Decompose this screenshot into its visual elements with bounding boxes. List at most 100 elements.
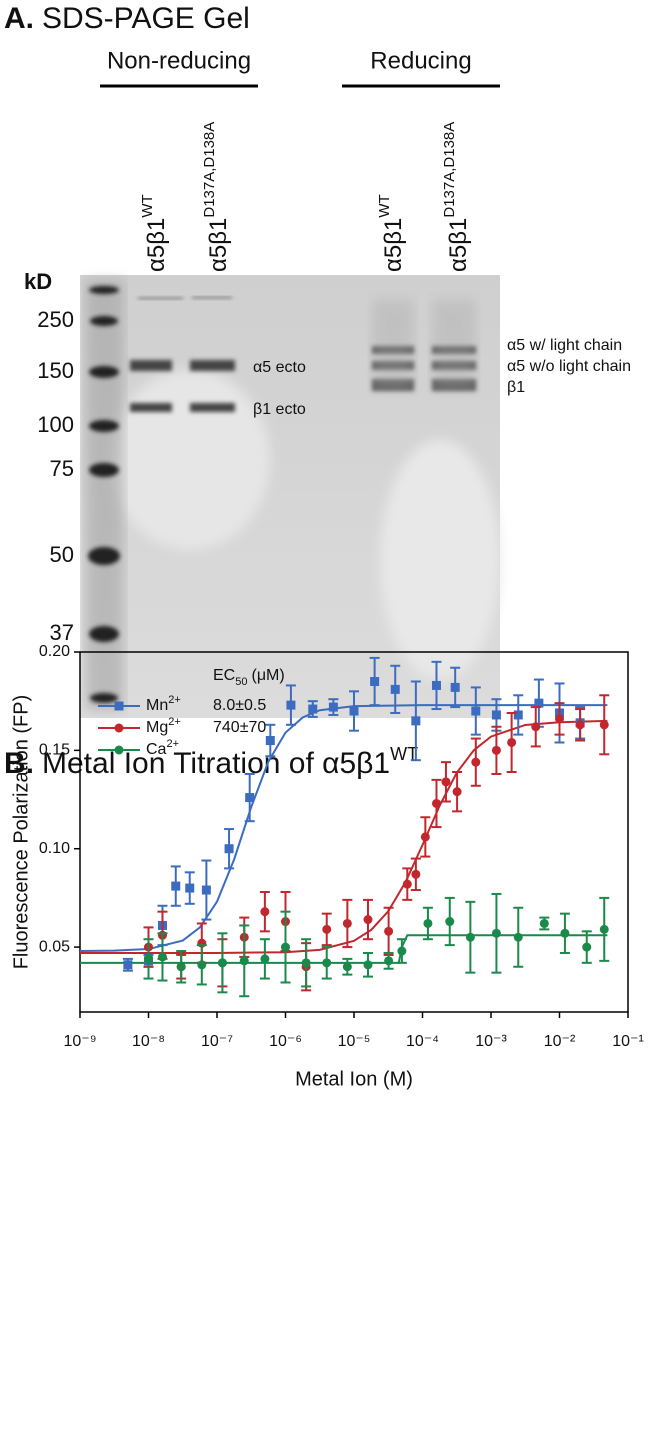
x-tick-label: 10⁻⁷ <box>201 1033 233 1050</box>
x-tick-label: 10⁻² <box>544 1033 576 1050</box>
lane-name: α5β1 <box>380 218 407 272</box>
data-point <box>265 736 275 746</box>
lane-name: α5β1 <box>445 218 472 272</box>
chart-title: Metal Ion Titration of α5β1 <box>42 747 390 780</box>
data-point <box>599 720 609 730</box>
data-point <box>599 924 609 934</box>
data-point <box>217 958 227 968</box>
data-point <box>328 702 338 712</box>
y-tick-label: 0.10 <box>39 840 70 857</box>
data-point <box>491 745 501 755</box>
x-tick-label: 10⁻⁸ <box>132 1033 165 1050</box>
panel-label: B. <box>4 747 34 780</box>
legend-charge: 2+ <box>168 694 181 706</box>
x-axis-title: Metal Ion (M) <box>295 1068 413 1090</box>
panel-label: A. <box>4 2 34 35</box>
data-point <box>471 757 481 767</box>
data-point <box>411 716 421 726</box>
data-point <box>531 722 541 732</box>
data-point <box>431 680 441 690</box>
lane-superscript: WT <box>376 194 393 217</box>
data-point <box>342 962 352 972</box>
data-point <box>301 958 311 968</box>
band-label: α5 w/o light chain <box>507 358 631 375</box>
data-point <box>260 907 270 917</box>
data-point <box>491 710 501 720</box>
kd-marker: 250 <box>37 307 74 332</box>
lane-label: α5β1D137A,D138A <box>201 122 232 272</box>
y-tick-label: 0.15 <box>39 742 70 759</box>
lane-name: α5β1 <box>143 218 170 272</box>
legend-charge: 2+ <box>168 716 181 728</box>
kd-marker: 150 <box>37 358 74 383</box>
data-point <box>322 958 332 968</box>
legend-name: Ca <box>146 741 167 758</box>
data-point <box>384 956 394 966</box>
data-point <box>363 960 373 970</box>
group-label: Non-reducing <box>107 47 251 74</box>
kd-marker: 75 <box>50 456 74 481</box>
data-point <box>224 844 234 854</box>
lane-name: α5β1 <box>205 218 232 272</box>
legend-name: Mn <box>146 697 168 714</box>
data-point <box>513 932 523 942</box>
data-point <box>239 956 249 966</box>
y-axis-title: Fluorescence Polarization (FP) <box>10 695 32 970</box>
legend-swatch-marker <box>114 701 124 711</box>
data-point <box>513 710 523 720</box>
data-point <box>171 881 181 891</box>
data-point <box>245 793 255 803</box>
data-point <box>201 885 211 895</box>
x-tick-label: 10⁻⁵ <box>338 1033 371 1050</box>
gel-image <box>80 275 500 718</box>
data-point <box>197 960 207 970</box>
x-tick-label: 10⁻⁹ <box>63 1033 96 1050</box>
data-point <box>402 879 412 889</box>
legend-name: Mg <box>146 719 168 736</box>
kd-marker: 100 <box>37 412 74 437</box>
data-point <box>322 924 332 934</box>
x-tick-label: 10⁻⁶ <box>269 1033 302 1050</box>
group-label: Reducing <box>370 47 471 74</box>
lane-label: α5β1WT <box>376 194 407 272</box>
fit-curve <box>80 719 608 954</box>
panel-a-heading: A. SDS-PAGE Gel <box>4 2 250 35</box>
data-point <box>123 960 133 970</box>
data-point <box>534 698 544 708</box>
data-point <box>423 918 433 928</box>
y-tick-label: 0.20 <box>39 643 70 660</box>
data-point <box>450 682 460 692</box>
data-point <box>420 832 430 842</box>
data-point <box>560 928 570 938</box>
data-point <box>363 915 373 925</box>
data-point <box>384 926 394 936</box>
data-point <box>452 787 462 797</box>
data-point <box>441 777 451 787</box>
data-point <box>555 714 564 724</box>
legend-swatch-marker <box>114 745 124 755</box>
data-point <box>411 869 421 879</box>
band-label: β1 ecto <box>253 401 306 418</box>
chart-title-superscript: WT <box>390 744 418 764</box>
data-point <box>431 798 441 808</box>
data-point <box>507 737 517 747</box>
data-point <box>582 942 592 952</box>
data-point <box>281 942 290 952</box>
data-point <box>397 946 407 956</box>
data-point <box>445 917 455 927</box>
data-point <box>286 700 296 710</box>
legend-entry: Mg2+ <box>146 716 181 736</box>
data-point <box>390 684 400 694</box>
legend-title-text: EC <box>213 667 235 684</box>
data-point <box>370 677 380 687</box>
kd-marker: 50 <box>50 542 74 567</box>
kd-label: kD <box>24 269 52 294</box>
legend-title-unit: (μM) <box>251 667 284 684</box>
data-point <box>575 720 585 730</box>
legend-title: EC50 (μM) <box>213 667 285 688</box>
band-label: α5 w/ light chain <box>507 337 622 354</box>
y-tick-label: 0.05 <box>39 938 70 955</box>
x-tick-label: 10⁻¹ <box>612 1033 644 1050</box>
